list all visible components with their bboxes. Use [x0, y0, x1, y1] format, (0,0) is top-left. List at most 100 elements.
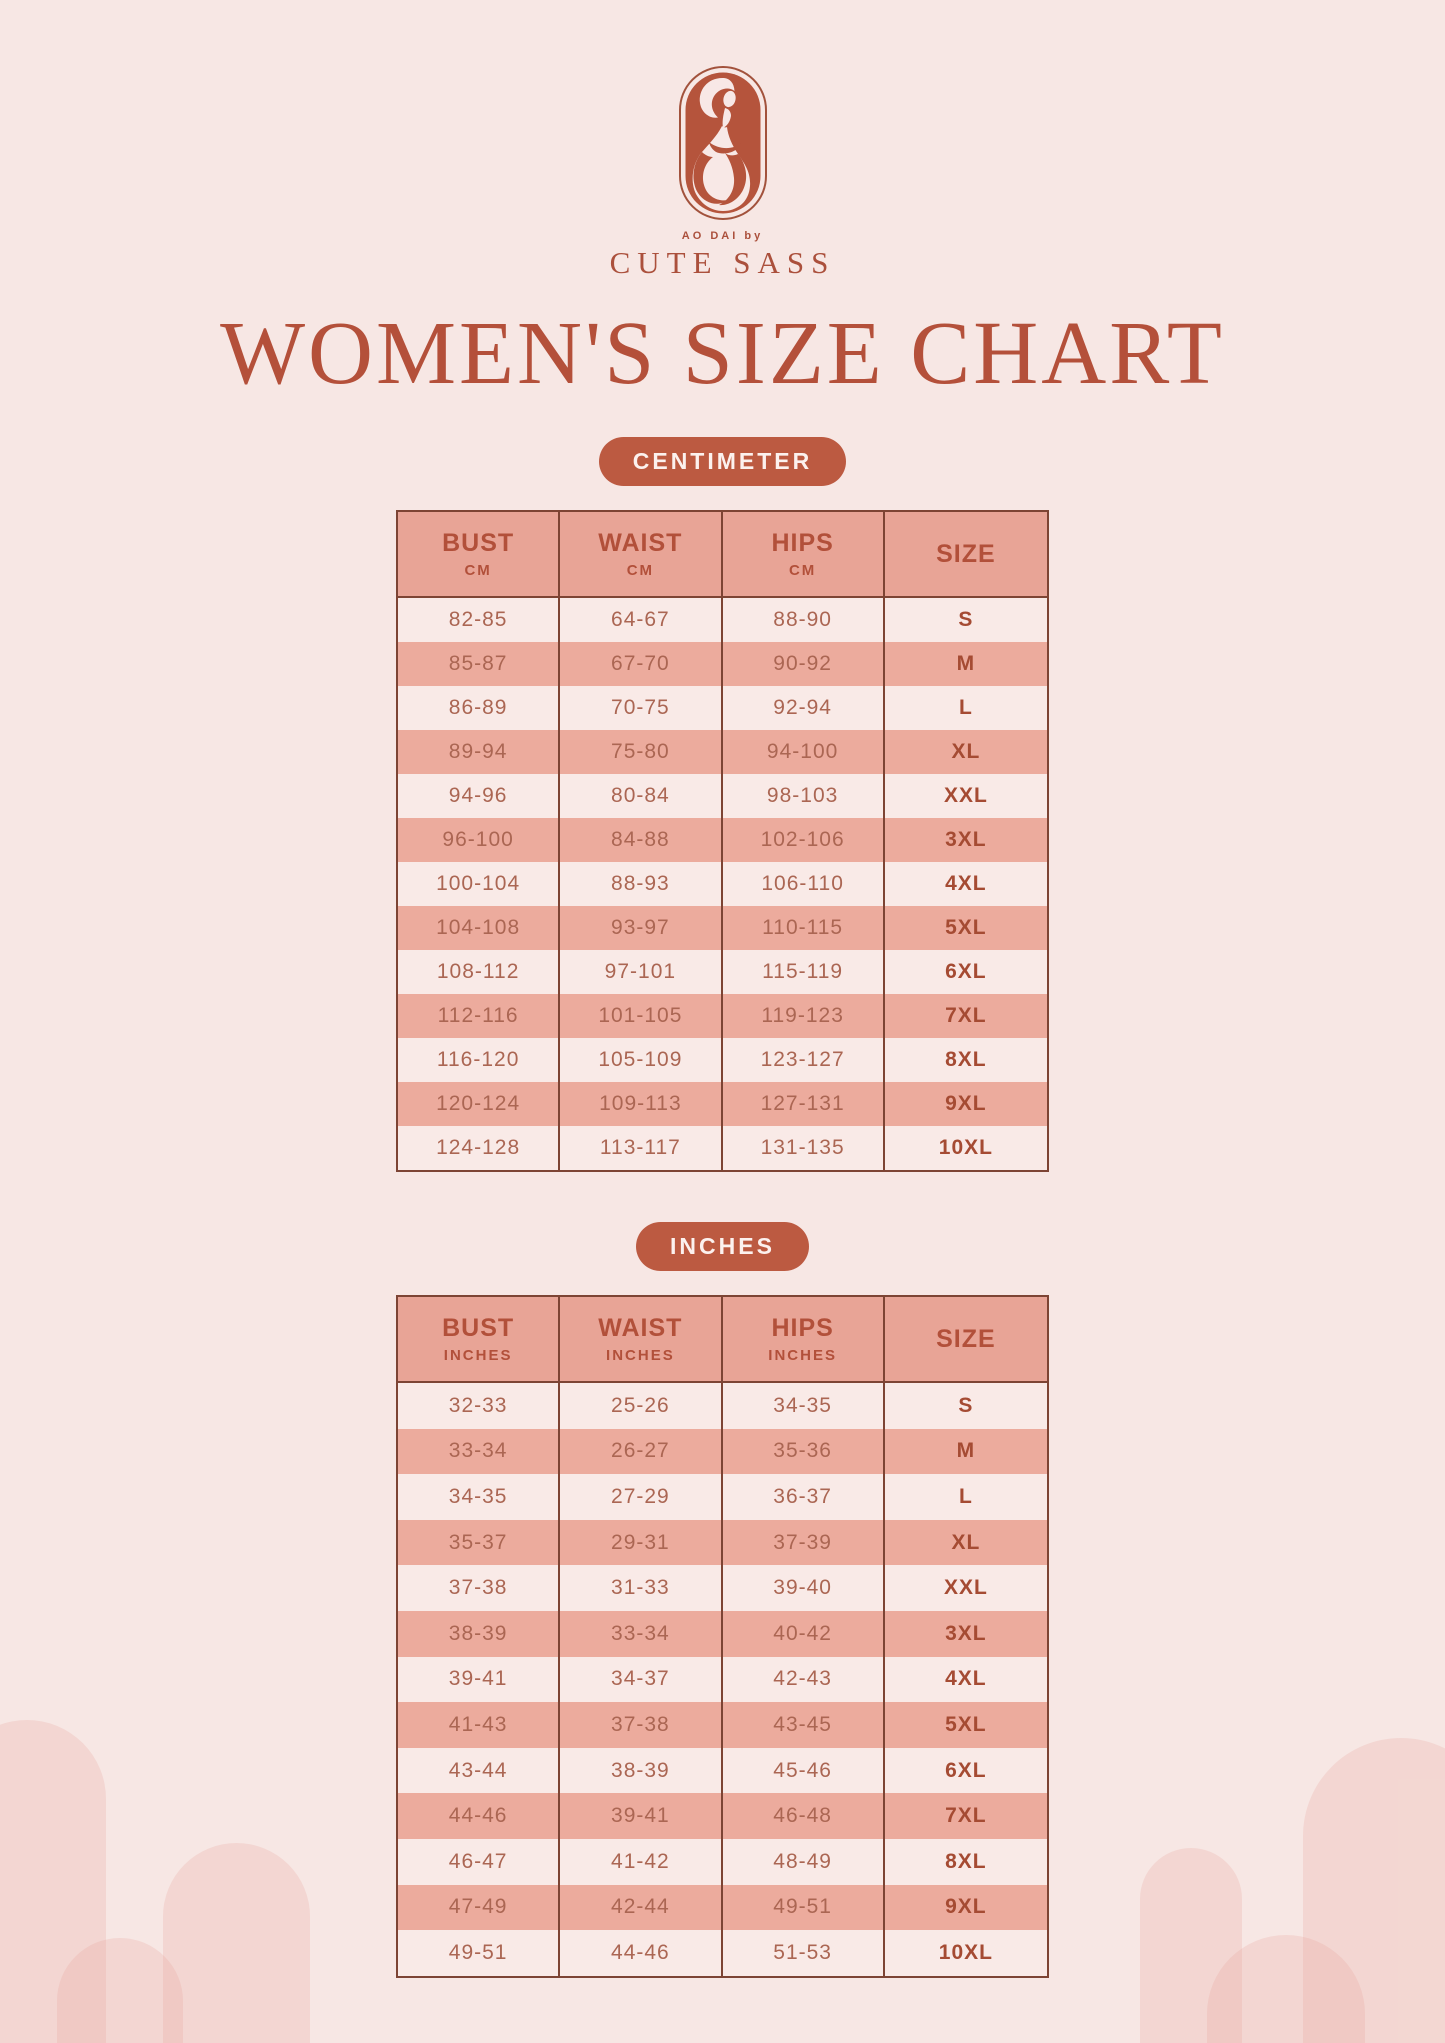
measurement-cell: 101-105 [560, 994, 723, 1038]
size-cell: 10XL [938, 1940, 993, 1964]
measurement-cell: 97-101 [560, 950, 723, 994]
measurement-cell: 25-26 [560, 1383, 723, 1429]
measurement-cell: 123-127 [723, 1038, 885, 1082]
column-header-waist: WAIST INCHES [560, 1297, 723, 1381]
measurement-cell: 26-27 [560, 1428, 723, 1475]
measurement-cell: 100-104 [398, 862, 561, 906]
column-header-hips: HIPS CM [723, 512, 885, 596]
measurement-cell: 39-41 [560, 1793, 723, 1839]
size-cell: 7XL [945, 1804, 987, 1828]
measurement-cell: 75-80 [560, 730, 723, 774]
table-row-size-4xl: 100-104 88-93 106-110 4XL [398, 862, 1047, 906]
column-header-unit: CM [464, 562, 492, 579]
measurement-cell: 85-87 [398, 642, 561, 686]
measurement-cell: 49-51 [398, 1930, 561, 1976]
measurement-cell: 43-44 [398, 1747, 561, 1794]
size-cell: 4XL [945, 1667, 987, 1691]
table-row-size-3xl: 38-39 33-34 40-42 3XL [398, 1610, 1047, 1657]
column-header-hips: HIPS INCHES [723, 1297, 885, 1381]
table-row-size-6xl: 43-44 38-39 45-46 6XL [398, 1747, 1047, 1794]
table-row-size-xl: 35-37 29-31 37-39 XL [398, 1519, 1047, 1566]
size-table-inches: BUST INCHES WAIST INCHES HIPS INCHES SIZE 32-33… [396, 1295, 1049, 1978]
measurement-cell: 38-39 [560, 1747, 723, 1794]
measurement-cell: 64-67 [560, 598, 723, 642]
size-cell: 4XL [945, 872, 987, 895]
size-cell: 6XL [945, 960, 987, 983]
measurement-cell: 116-120 [398, 1038, 561, 1082]
decor-arch [1303, 1738, 1445, 2043]
column-header-label: HIPS [771, 529, 834, 557]
measurement-cell: 45-46 [723, 1747, 885, 1794]
column-header-label: WAIST [598, 529, 683, 557]
measurement-cell: 34-35 [723, 1383, 885, 1429]
measurement-cell: 94-96 [398, 774, 561, 818]
column-header-label: BUST [442, 1314, 515, 1342]
column-header-label: SIZE [936, 539, 996, 568]
measurement-cell: 90-92 [723, 642, 885, 686]
column-header-unit: INCHES [606, 1347, 675, 1364]
size-cell: 8XL [945, 1849, 987, 1873]
brand-name: CUTE SASS [609, 245, 836, 280]
size-cell: 5XL [945, 916, 987, 939]
table-row-size-m: 85-87 67-70 90-92 M [398, 642, 1047, 686]
size-cell: 5XL [945, 1712, 987, 1736]
measurement-cell: 27-29 [560, 1474, 723, 1520]
table-row-size-9xl: 120-124 109-113 127-131 9XL [398, 1082, 1047, 1126]
measurement-cell: 106-110 [723, 862, 885, 906]
measurement-cell: 41-42 [560, 1838, 723, 1885]
table-row-size-l: 86-89 70-75 92-94 L [398, 686, 1047, 730]
size-cell: XL [951, 740, 981, 763]
unit-badge-inches: INCHES [636, 1222, 809, 1271]
decor-arch [163, 1843, 310, 2043]
size-cell: 9XL [945, 1895, 987, 1919]
measurement-cell: 40-42 [723, 1610, 885, 1657]
measurement-cell: 47-49 [398, 1884, 561, 1931]
brand-tagline: AO DAI by [681, 230, 764, 242]
decor-arch [1140, 1848, 1242, 2043]
size-cell: L [958, 696, 973, 719]
column-header-bust: BUST CM [398, 512, 561, 596]
size-cell: XL [951, 1530, 981, 1554]
measurement-cell: 39-40 [723, 1565, 885, 1611]
centimeter-section: CENTIMETER BUST CM WAIST CM HIPS CM SIZE 82-85 6… [0, 399, 1445, 1172]
measurement-cell: 104-108 [398, 906, 561, 950]
size-table-centimeter: BUST CM WAIST CM HIPS CM SIZE 82-85 64-67 88-90 S 8… [396, 510, 1049, 1172]
measurement-cell: 33-34 [560, 1610, 723, 1657]
column-header-label: BUST [442, 529, 515, 557]
table-header-row: BUST INCHES WAIST INCHES HIPS INCHES SIZE [398, 1297, 1047, 1383]
column-header-label: SIZE [936, 1324, 996, 1353]
size-cell: XXL [943, 1576, 988, 1600]
measurement-cell: 31-33 [560, 1565, 723, 1611]
column-header-label: HIPS [771, 1314, 834, 1342]
size-cell: 6XL [945, 1758, 987, 1782]
column-header-unit: CM [626, 562, 655, 579]
size-cell: 10XL [938, 1136, 993, 1159]
table-row-size-s: 82-85 64-67 88-90 S [398, 598, 1047, 642]
measurement-cell: 38-39 [398, 1610, 561, 1657]
table-body: 32-33 25-26 34-35 S 33-34 26-27 35-36 M 34-35 27-… [398, 1383, 1047, 1976]
table-row-size-6xl: 108-112 97-101 115-119 6XL [398, 950, 1047, 994]
measurement-cell: 109-113 [560, 1082, 723, 1126]
measurement-cell: 93-97 [560, 906, 723, 950]
measurement-cell: 37-39 [723, 1519, 885, 1566]
table-row-size-3xl: 96-100 84-88 102-106 3XL [398, 818, 1047, 862]
measurement-cell: 105-109 [560, 1038, 723, 1082]
table-row-size-5xl: 104-108 93-97 110-115 5XL [398, 906, 1047, 950]
measurement-cell: 36-37 [723, 1474, 885, 1520]
measurement-cell: 42-44 [560, 1884, 723, 1931]
measurement-cell: 35-36 [723, 1428, 885, 1475]
table-row-size-m: 33-34 26-27 35-36 M [398, 1428, 1047, 1475]
table-row-size-xxl: 37-38 31-33 39-40 XXL [398, 1565, 1047, 1611]
column-header-unit: INCHES [768, 1347, 837, 1364]
column-header-label: WAIST [598, 1314, 683, 1342]
measurement-cell: 33-34 [398, 1428, 561, 1475]
table-row-size-9xl: 47-49 42-44 49-51 9XL [398, 1884, 1047, 1931]
measurement-cell: 29-31 [560, 1519, 723, 1566]
measurement-cell: 131-135 [723, 1126, 885, 1170]
measurement-cell: 70-75 [560, 686, 723, 730]
measurement-cell: 42-43 [723, 1656, 885, 1703]
measurement-cell: 113-117 [560, 1126, 723, 1170]
measurement-cell: 67-70 [560, 642, 723, 686]
measurement-cell: 96-100 [398, 818, 561, 862]
decor-arch [0, 1720, 106, 2043]
